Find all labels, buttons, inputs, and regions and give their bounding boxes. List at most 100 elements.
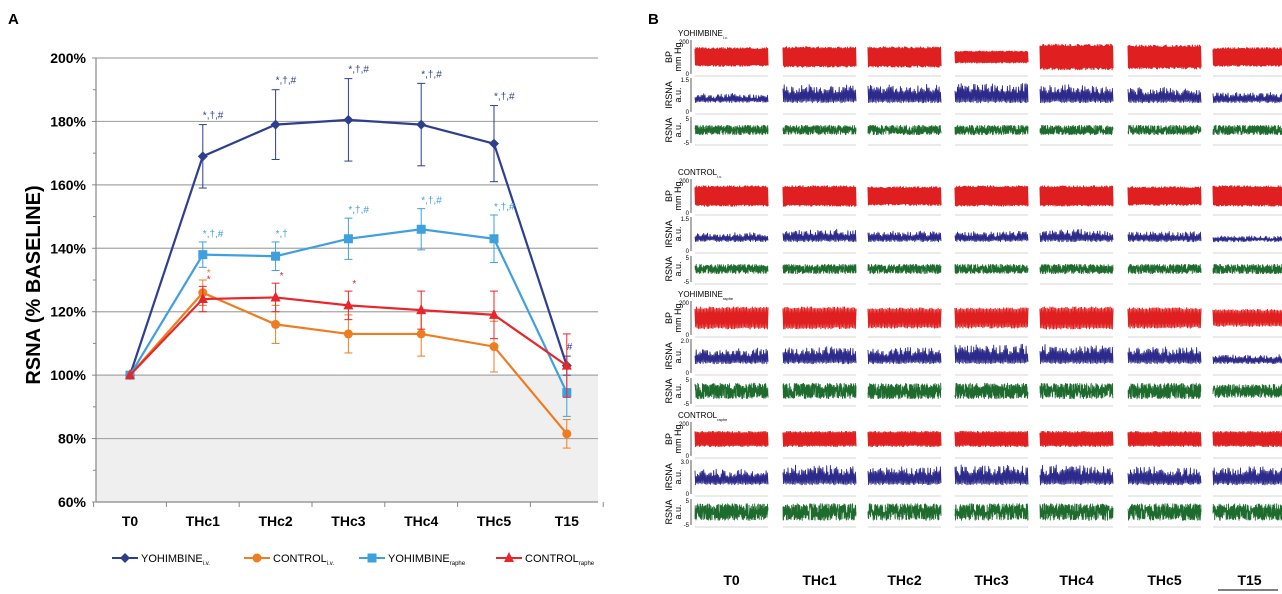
- trace-waveform: [1127, 124, 1202, 136]
- trace-y-max-label: 200: [679, 422, 690, 428]
- data-point: [489, 342, 499, 352]
- trace-y-max-label: 5: [686, 256, 690, 262]
- x-tick-label: THc5: [477, 513, 511, 529]
- trace-waveform: [1212, 92, 1282, 104]
- trace-waveform: [1212, 185, 1282, 207]
- trace-y-max-label: 5: [686, 117, 690, 123]
- trace-waveform: [1127, 263, 1202, 275]
- significance-label: *,†,#: [276, 76, 297, 87]
- trace-y-max-label: 1.5: [681, 217, 690, 223]
- trace-waveform: [867, 46, 942, 68]
- panel-a-letter: A: [8, 11, 19, 28]
- x-tick-label: THc2: [258, 513, 292, 529]
- trace-waveform: [867, 382, 942, 400]
- significance-label: *,†,#: [494, 202, 515, 213]
- trace-waveform: [1127, 44, 1202, 70]
- trace-waveform: [782, 306, 857, 330]
- series-yoh_iv: *,†,# *,†,# *,†,# *,†,# *,†,# #: [125, 65, 573, 381]
- legend-label: YOHIMBINEi.v.: [141, 553, 210, 567]
- significance-label: *,†,#: [203, 111, 224, 122]
- trace-waveform: [694, 306, 769, 330]
- trace-waveform: [782, 84, 857, 104]
- trace-waveform: [954, 230, 1029, 243]
- data-point: [489, 308, 499, 319]
- legend-item-ctl_iv: CONTROLi.v.: [244, 553, 334, 567]
- trace-waveform: [782, 228, 857, 243]
- trace-waveform: [1039, 382, 1114, 400]
- x-tick-label: T15: [555, 513, 579, 529]
- trace-label: RSNAa.u.: [664, 499, 683, 524]
- x-tick-label: THc1: [186, 513, 220, 529]
- trace-waveform: [1212, 235, 1282, 243]
- significance-label: #: [567, 342, 573, 353]
- trace-waveform: [1212, 308, 1282, 327]
- trace-waveform: [1127, 231, 1202, 243]
- panel-b-x-label: THc3: [974, 572, 1008, 588]
- trace-waveform: [1212, 503, 1282, 521]
- trace-label: IRSNAa.u.: [664, 342, 683, 370]
- trace-label: RSNAa.u.: [664, 117, 683, 142]
- trace-waveform: [1039, 43, 1114, 71]
- trace-waveform: [867, 430, 942, 448]
- trace-waveform: [1127, 186, 1202, 206]
- data-point: [416, 119, 427, 130]
- trace-waveform: [782, 503, 857, 521]
- significance-label: *: [207, 268, 211, 279]
- trace-waveform: [954, 50, 1029, 64]
- trace-waveform: [1127, 466, 1202, 486]
- trace-waveform: [1039, 185, 1114, 207]
- y-tick-label: 200%: [50, 50, 86, 66]
- trace-y-min-label: 0: [686, 110, 690, 116]
- trace-waveform: [954, 124, 1029, 136]
- trace-y-max-label: 200: [679, 179, 690, 185]
- legend-label: CONTROLi.v.: [273, 553, 334, 567]
- trace-waveform: [1127, 503, 1202, 521]
- trace-waveform: [1212, 354, 1282, 365]
- x-tick-label: THc4: [404, 513, 438, 529]
- legend-swatch-marker: [252, 553, 262, 563]
- panel-a-legend: YOHIMBINEi.v. CONTROLi.v. YOHIMBINEraphe CO…: [112, 552, 595, 567]
- data-point: [562, 429, 572, 439]
- significance-label: *,†,#: [348, 65, 369, 76]
- y-tick-label: 180%: [50, 113, 86, 129]
- significance-label: *: [207, 274, 211, 285]
- trace-waveform: [1039, 228, 1114, 243]
- data-point: [197, 293, 208, 304]
- data-point: [271, 319, 281, 329]
- trace-y-min-label: 0: [686, 72, 690, 78]
- trace-waveform: [694, 382, 769, 400]
- data-point: [343, 329, 353, 339]
- trace-waveform: [867, 230, 942, 243]
- trace-y-min-label: -5: [684, 402, 690, 408]
- trace-waveform: [954, 263, 1029, 275]
- significance-label: *,†,#: [421, 69, 442, 80]
- trace-waveform: [782, 185, 857, 207]
- trace-label: BPmm Hg: [664, 43, 683, 72]
- trace-waveform: [694, 263, 769, 275]
- trace-y-min-label: 0: [686, 333, 690, 339]
- trace-y-min-label: -5: [684, 523, 690, 529]
- trace-waveform: [954, 82, 1029, 104]
- y-tick-label: 80%: [58, 431, 87, 447]
- panel-b-x-label: THc1: [802, 572, 836, 588]
- trace-waveform: [954, 503, 1029, 521]
- trace-waveform: [954, 307, 1029, 329]
- significance-label: *,†,#: [494, 92, 515, 103]
- legend-label: CONTROLraphe: [525, 553, 595, 567]
- trace-label: BPmm Hg: [664, 425, 683, 454]
- significance-label: *: [352, 279, 356, 290]
- trace-y-min-label: 0: [686, 249, 690, 255]
- trace-y-max-label: 1.5: [681, 78, 690, 84]
- trace-waveform: [782, 124, 857, 136]
- y-tick-label: 120%: [50, 304, 86, 320]
- significance-label: *,†,#: [203, 229, 224, 240]
- trace-waveform: [1212, 466, 1282, 486]
- data-point: [416, 224, 426, 234]
- trace-y-min-label: 0: [686, 454, 690, 460]
